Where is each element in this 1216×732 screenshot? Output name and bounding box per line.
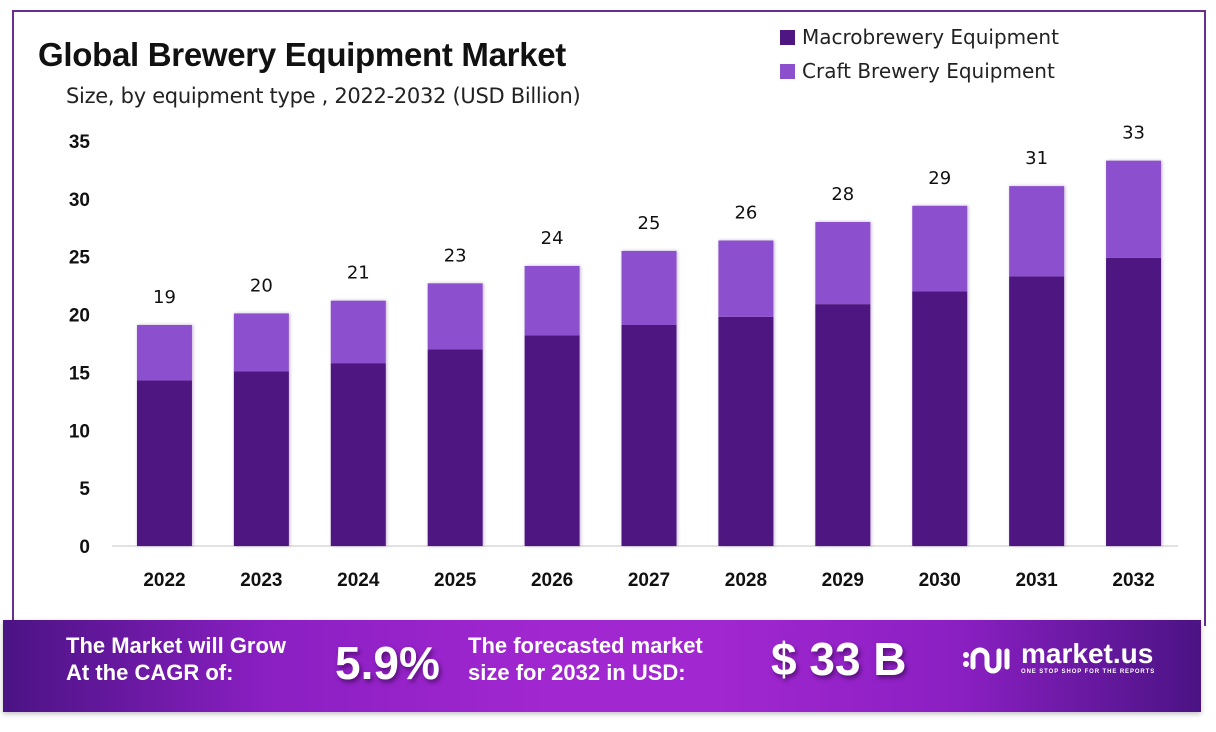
- legend: Macrobrewery Equipment Craft Brewery Equ…: [780, 20, 1059, 88]
- logo-mark-icon: [963, 647, 1010, 673]
- y-tick-label: 5: [79, 479, 90, 500]
- bar-stack: [330, 300, 386, 546]
- bar-macrobrewery: [1106, 257, 1162, 546]
- bar-macrobrewery: [427, 349, 483, 546]
- bar-macrobrewery: [815, 304, 871, 546]
- y-tick-label: 0: [79, 537, 90, 558]
- bar-stack: [621, 250, 677, 546]
- data-label-total: 29: [928, 168, 951, 189]
- summary-banner: The Market will Grow At the CAGR of: 5.9…: [3, 620, 1201, 712]
- bar-stack: [427, 283, 483, 546]
- legend-label-macrobrewery: Macrobrewery Equipment: [802, 25, 1059, 49]
- bar-macrobrewery: [718, 316, 774, 546]
- bar-stack: [912, 205, 968, 546]
- data-label-total: 33: [1122, 123, 1145, 144]
- data-label-total: 24: [541, 228, 564, 249]
- bar-craft: [815, 222, 871, 305]
- x-tick-label: 2022: [143, 570, 185, 591]
- bar-macrobrewery: [136, 380, 192, 546]
- data-label-total: 21: [347, 263, 370, 284]
- y-tick-label: 15: [69, 363, 91, 384]
- x-tick-label: 2029: [822, 570, 864, 591]
- data-label-total: 31: [1025, 148, 1048, 169]
- forecast-value: $ 33 B: [771, 633, 907, 685]
- legend-swatch-macrobrewery: [780, 29, 795, 45]
- y-axis: 0 5 10 15 20 25 30 35: [69, 132, 91, 558]
- bar-stack: [1106, 160, 1162, 546]
- y-tick-label: 30: [69, 190, 90, 211]
- bar-stack: [1009, 186, 1065, 546]
- bar-stack: [233, 313, 289, 546]
- legend-swatch-craft: [780, 63, 795, 79]
- y-tick-label: 20: [69, 306, 90, 327]
- x-axis: 2022 2023 2024 2025 2026 2027 2028 2029 2030 2031…: [143, 570, 1154, 591]
- cagr-label-line2: At the CAGR of:: [66, 660, 234, 685]
- bar-macrobrewery: [912, 291, 968, 546]
- y-tick-label: 10: [69, 421, 90, 442]
- forecast-label-line1: The forecasted market: [468, 633, 703, 658]
- market-us-logo[interactable]: market.us ONE STOP SHOP FOR THE REPORTS: [961, 640, 1155, 675]
- cagr-value: 5.9%: [335, 637, 440, 689]
- data-label-total: 20: [250, 275, 273, 296]
- legend-item-craft[interactable]: Craft Brewery Equipment: [780, 54, 1059, 88]
- bar-craft: [621, 250, 677, 325]
- bar-macrobrewery: [233, 371, 289, 546]
- x-tick-label: 2026: [531, 570, 573, 591]
- bar-stack: [136, 324, 192, 546]
- x-tick-label: 2024: [337, 570, 380, 591]
- logo-tagline: ONE STOP SHOP FOR THE REPORTS: [1021, 669, 1156, 675]
- y-tick-label: 35: [69, 132, 91, 153]
- bar-craft: [524, 265, 580, 336]
- bar-stack: [815, 222, 871, 546]
- bar-craft: [427, 283, 483, 350]
- bar-stack: [524, 265, 580, 546]
- data-label-total: 25: [638, 213, 661, 234]
- bar-craft: [912, 205, 968, 292]
- bar-stack: [718, 240, 774, 546]
- chart-frame: [12, 10, 1206, 626]
- total-labels: 19 20 21 23 24 25 26 28 29 31 33: [153, 123, 1145, 308]
- bar-craft: [1009, 186, 1065, 277]
- bar-macrobrewery: [621, 324, 677, 546]
- x-tick-label: 2028: [725, 570, 767, 591]
- cagr-label: The Market will Grow At the CAGR of:: [66, 632, 286, 686]
- x-tick-label: 2032: [1112, 570, 1154, 591]
- chart-subtitle: Size, by equipment type , 2022-2032 (USD…: [66, 84, 581, 108]
- bar-craft: [233, 313, 289, 372]
- cagr-label-line1: The Market will Grow: [66, 633, 287, 658]
- bar-macrobrewery: [330, 363, 386, 546]
- chart-title: Global Brewery Equipment Market: [38, 36, 566, 73]
- bar-craft: [330, 300, 386, 364]
- bar-macrobrewery: [524, 335, 580, 546]
- x-tick-label: 2025: [434, 570, 477, 591]
- legend-label-craft: Craft Brewery Equipment: [802, 59, 1055, 83]
- bar-macrobrewery: [1009, 276, 1065, 546]
- x-tick-label: 2030: [919, 570, 961, 591]
- bar-craft: [718, 240, 774, 317]
- data-label-total: 28: [831, 184, 854, 205]
- forecast-label: The forecasted market size for 2032 in U…: [468, 632, 703, 686]
- x-tick-label: 2027: [628, 570, 670, 591]
- bars: [136, 160, 1162, 546]
- forecast-label-line2: size for 2032 in USD:: [468, 660, 686, 685]
- data-label-total: 23: [444, 245, 467, 266]
- y-tick-label: 25: [69, 248, 91, 269]
- logo-name: market.us: [1021, 638, 1154, 669]
- x-tick-label: 2031: [1015, 570, 1058, 591]
- legend-item-macrobrewery[interactable]: Macrobrewery Equipment: [780, 20, 1059, 54]
- x-tick-label: 2023: [240, 570, 282, 591]
- data-label-total: 26: [734, 203, 757, 224]
- bar-craft: [1106, 160, 1162, 258]
- bar-craft: [136, 324, 192, 381]
- data-label-total: 19: [153, 287, 176, 308]
